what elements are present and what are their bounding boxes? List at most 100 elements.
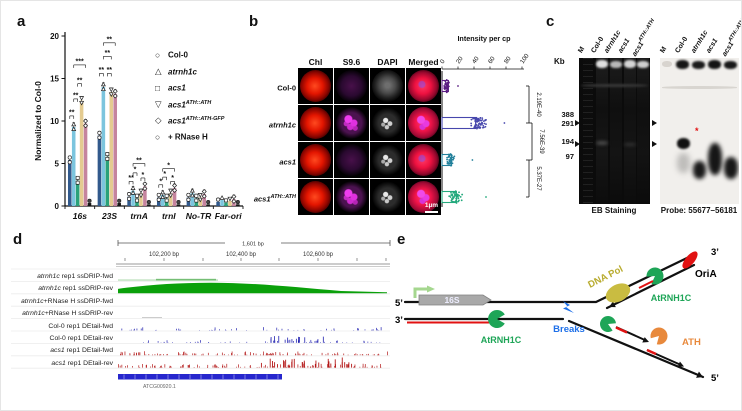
data-point (108, 87, 114, 93)
data-point (164, 193, 169, 198)
panel-c-label: c (546, 13, 555, 30)
data-point (108, 92, 114, 98)
micrograph: 1µm (406, 179, 441, 215)
svg-text:**: ** (73, 93, 79, 100)
data-point (176, 200, 181, 205)
ladder-mark: 388 (561, 110, 574, 119)
gene-annotation: ATCG00920.1 (118, 374, 282, 390)
row-label: acs1 (279, 157, 296, 167)
svg-text:Normalized to Col-0: Normalized to Col-0 (33, 81, 43, 161)
leading-strand (605, 263, 696, 310)
kb-label: Kb (554, 57, 565, 66)
diamond-marker-icon: ◇ (155, 115, 162, 126)
data-point (172, 183, 178, 189)
micrograph (406, 142, 441, 178)
significance-bracket (107, 73, 112, 77)
lane-label: acs1ATH::ATH (631, 18, 657, 58)
well-band (596, 60, 608, 68)
band (724, 157, 738, 179)
svg-text:*: * (171, 175, 174, 182)
svg-text:No-TR: No-TR (186, 211, 212, 221)
data-point (71, 121, 77, 127)
svg-text:*: * (163, 171, 166, 178)
significance-bracket (158, 184, 164, 188)
data-point (201, 193, 207, 199)
data-point (194, 198, 199, 203)
svg-text:**: ** (107, 67, 113, 74)
atrnh1c-label: AtRNH1C (651, 293, 692, 303)
band (677, 138, 690, 149)
data-point (231, 194, 237, 200)
svg-text:trnA: trnA (130, 211, 147, 221)
svg-text:**: ** (99, 67, 105, 74)
svg-text:Far-ori: Far-ori (215, 211, 243, 221)
significance-bracket (73, 64, 86, 68)
data-point (146, 200, 151, 205)
data-point (235, 200, 240, 205)
svg-text:16s: 16s (73, 211, 87, 221)
genome-browser: 1,601 bp 102,200 bp 102,400 bp 102,600 b… (11, 240, 391, 390)
svg-text:0: 0 (55, 202, 60, 211)
data-point (156, 192, 161, 197)
data-point (100, 81, 106, 87)
data-point (216, 197, 221, 202)
lane-label: Col-0 (590, 35, 606, 55)
lane-label: M (577, 45, 587, 55)
strand-end-label: 3’ (395, 315, 403, 326)
row-label: Col-0 (277, 83, 296, 93)
svg-text:**: ** (128, 175, 134, 182)
significance-bracket (99, 73, 104, 77)
lane-label: acs1ATH::ATH (721, 18, 742, 58)
band (693, 161, 706, 179)
svg-text:2.19E-40: 2.19E-40 (535, 92, 541, 117)
intensity-row (441, 153, 474, 167)
data-point (160, 194, 166, 199)
band (708, 143, 722, 175)
arr (609, 301, 616, 308)
data-point (105, 152, 110, 157)
significance-bracket (170, 181, 175, 185)
track-label: atrnh1c+RNase H ssDRIP-fwd (21, 297, 113, 305)
track-label: atrnh1c+RNase H ssDRIP-rev (22, 310, 113, 318)
well-band (624, 60, 636, 68)
gel-southern: * (660, 58, 739, 204)
svg-text:10: 10 (50, 117, 59, 126)
data-point (87, 198, 92, 203)
track-label: Col-0 rep1 DEtail-fwd (48, 322, 113, 330)
micrograph (370, 179, 405, 215)
legend-item: △ atrnh1c (155, 66, 197, 77)
intensity-row (441, 79, 459, 94)
ruler-tick-label: 102,600 bp (303, 252, 334, 258)
data-point (67, 155, 72, 160)
data-point (138, 193, 144, 199)
well-band (676, 60, 689, 69)
scale-bar-label: 1µm (424, 202, 438, 209)
legend-item: □ acs1 (155, 82, 186, 93)
data-point (135, 193, 139, 198)
strand-end-label: 3’ (711, 247, 719, 258)
triangle-down-marker-icon: ▽ (155, 98, 162, 109)
legend-item: ◇ acs1ATH::ATH-GFP (155, 115, 225, 126)
data-point (231, 198, 237, 204)
column-header: Chl (308, 57, 323, 67)
micrograph (298, 179, 333, 215)
column-header: Merged (408, 57, 439, 67)
micrograph (406, 68, 441, 104)
ruler-span: 1,601 bp (242, 242, 264, 248)
significance-bracket (103, 42, 116, 46)
significance-bracket (103, 56, 112, 60)
scale-bar (425, 211, 438, 213)
micrograph (334, 142, 369, 178)
data-point (130, 190, 136, 195)
bar-series (67, 130, 221, 206)
panel-a-label: a (17, 13, 26, 30)
atrnh1c-label: AtRNH1C (481, 335, 522, 345)
pvalue-bracket (526, 85, 530, 124)
bar-series (87, 198, 240, 206)
track-signal (142, 317, 162, 318)
micrograph (406, 105, 441, 141)
panel-c: c Kb M Col-0 atrnh1c acs1 acs1ATH::ATH M… (546, 11, 742, 223)
bar-series (83, 88, 237, 206)
gene-box (418, 294, 492, 306)
ladder-mark: 97 (565, 152, 574, 161)
